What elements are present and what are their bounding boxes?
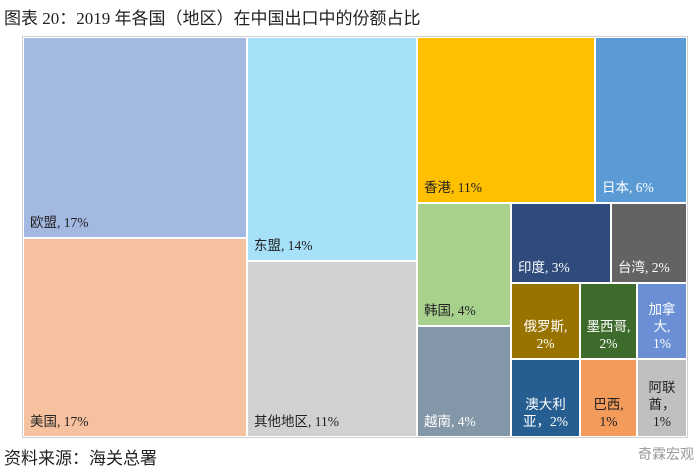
- tile-label: 澳大利 亚，2%: [523, 397, 568, 429]
- tile-label: 欧盟, 17%: [30, 215, 89, 230]
- tile: 墨西哥, 2%: [580, 283, 637, 359]
- tile-label: 印度, 3%: [518, 260, 570, 275]
- tile-label: 香港, 11%: [424, 180, 482, 195]
- tile-label: 日本, 6%: [602, 180, 654, 195]
- tile: 台湾, 2%: [611, 203, 687, 283]
- tile-label: 加拿 大, 1%: [648, 302, 676, 351]
- source: 资料来源：海关总署: [4, 449, 157, 468]
- tile: 美国, 17%: [23, 238, 247, 437]
- tile: 日本, 6%: [595, 37, 687, 203]
- tile: 越南, 4%: [417, 326, 511, 437]
- tile: 俄罗斯, 2%: [511, 283, 580, 359]
- tile: 阿联 酋， 1%: [637, 359, 687, 437]
- tile-label: 东盟, 14%: [254, 238, 313, 253]
- tile-label: 俄罗斯, 2%: [523, 319, 568, 351]
- tile: 加拿 大, 1%: [637, 283, 687, 359]
- tile: 韩国, 4%: [417, 203, 511, 326]
- watermark: 奇霖宏观: [638, 447, 694, 463]
- treemap: 欧盟, 17% 美国, 17% 东盟, 14% 其他地区, 11% 香港, 11% 日本,…: [22, 36, 688, 438]
- tile: 东盟, 14%: [247, 37, 417, 261]
- tile-label: 巴西, 1%: [593, 397, 624, 429]
- tile: 欧盟, 17%: [23, 37, 247, 238]
- tile-label: 美国, 17%: [30, 414, 89, 429]
- tile-label: 阿联 酋， 1%: [648, 380, 676, 429]
- tile: 巴西, 1%: [580, 359, 637, 437]
- tile-label: 台湾, 2%: [618, 260, 670, 275]
- tile-label: 其他地区, 11%: [254, 414, 339, 429]
- tile: 香港, 11%: [417, 37, 595, 203]
- tile-label: 墨西哥, 2%: [586, 319, 631, 351]
- tile: 印度, 3%: [511, 203, 611, 283]
- tile-label: 韩国, 4%: [424, 303, 476, 318]
- tile-label: 越南, 4%: [424, 414, 476, 429]
- title: 图表 20：2019 年各国（地区）在中国出口中的份额占比: [4, 9, 421, 28]
- tile: 澳大利 亚，2%: [511, 359, 580, 437]
- tile: 其他地区, 11%: [247, 261, 417, 437]
